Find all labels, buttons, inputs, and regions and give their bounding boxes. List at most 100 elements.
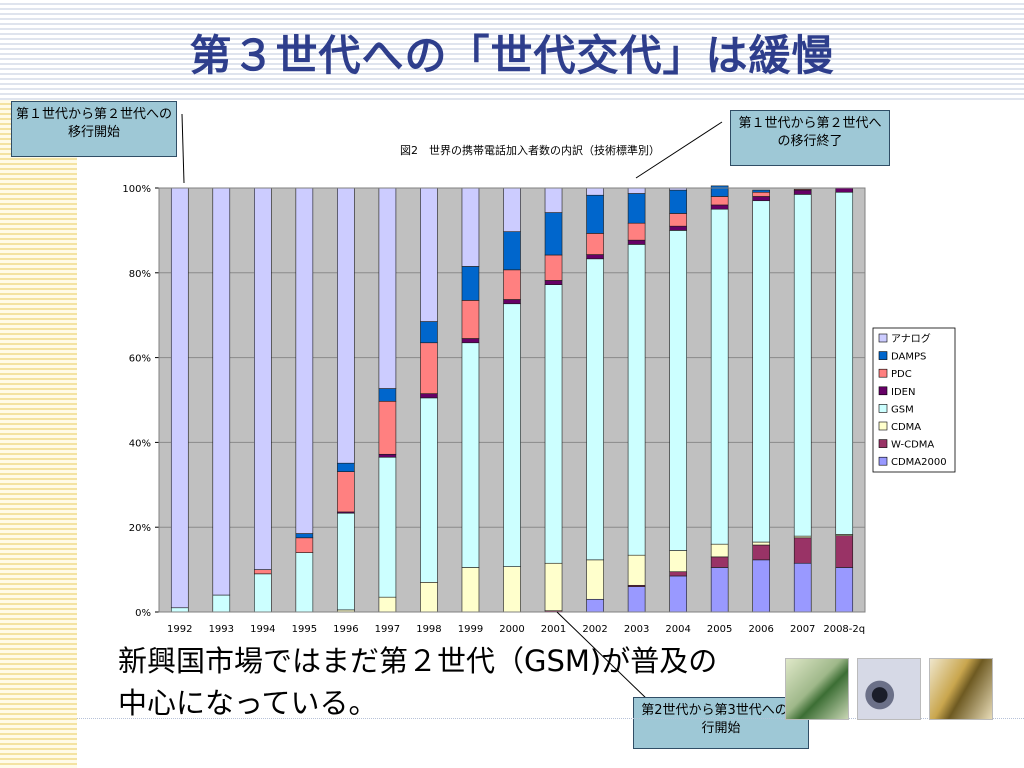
x-tick-label: 2008-2q	[823, 624, 865, 635]
bar-segment	[669, 550, 687, 573]
legend-swatch	[878, 456, 888, 466]
x-tick-label: 1993	[209, 624, 234, 635]
bar-segment	[627, 244, 646, 556]
bar-segment	[212, 594, 231, 613]
bar-segment	[586, 598, 604, 613]
callout-transition-2g-3g-start: 第2世代から第3世代への移行開始	[633, 697, 809, 749]
bar-segment	[378, 596, 397, 613]
bar-segment	[752, 196, 770, 202]
bar-segment	[710, 204, 729, 210]
bar-segment	[378, 453, 397, 458]
x-tick-label: 1992	[167, 624, 192, 635]
bar-segment	[337, 462, 355, 472]
y-tick-label: 0%	[135, 608, 151, 619]
x-tick-label: 2000	[499, 624, 524, 635]
bar-segment	[544, 254, 563, 281]
bar-segment	[586, 254, 604, 260]
bar-segment	[586, 559, 604, 600]
bar-segment	[586, 187, 604, 196]
x-tick-label: 2005	[707, 624, 732, 635]
bar-segment	[752, 189, 770, 193]
bar-segment	[461, 266, 480, 301]
legend-swatch	[878, 368, 888, 378]
bar-segment	[752, 544, 770, 561]
legend-label: CDMA	[891, 422, 921, 433]
bar-segment	[752, 559, 770, 613]
callout-text: 第１世代から第２世代への移行終了	[738, 116, 882, 149]
bar-segment	[627, 554, 646, 586]
bar-segment	[503, 303, 521, 567]
x-tick-label: 2001	[541, 624, 566, 635]
bar-segment	[586, 258, 604, 561]
y-tick-label: 60%	[129, 354, 151, 365]
bar-segment	[420, 582, 438, 613]
y-tick-label: 100%	[122, 184, 151, 195]
bar-segment	[461, 338, 480, 344]
bar-segment	[544, 284, 563, 564]
bar-segment	[669, 225, 687, 231]
bar-segment	[295, 537, 314, 553]
legend-swatch	[878, 333, 888, 343]
bar-segment	[378, 187, 397, 389]
bar-segment	[710, 543, 729, 558]
bar-segment	[793, 188, 812, 191]
bar-segment	[503, 299, 521, 305]
x-tick-label: 2007	[790, 624, 815, 635]
callout-transition-1g-2g-start: 第１世代から第２世代への移行開始	[11, 101, 177, 157]
bar-segment	[669, 213, 687, 227]
legend-label: DAMPS	[891, 352, 926, 363]
header-stripes	[0, 0, 1024, 100]
y-tick-label: 40%	[129, 438, 151, 449]
bar-segment	[835, 567, 854, 613]
bar-segment	[170, 607, 189, 613]
bar-segment	[254, 573, 272, 613]
y-tick-label: 20%	[129, 523, 151, 534]
bar-segment	[544, 562, 563, 612]
bar-segment	[793, 189, 812, 195]
bar-segment	[793, 562, 812, 613]
legend-swatch	[878, 421, 888, 431]
legend-swatch	[878, 404, 888, 413]
bar-segment	[627, 222, 646, 241]
callout-leader-lines	[181, 113, 723, 701]
bar-segment	[669, 189, 687, 214]
bar-segment	[710, 185, 729, 197]
x-tick-label: 1997	[375, 624, 400, 635]
bar-segment	[710, 567, 729, 613]
bar-segment	[793, 194, 812, 537]
bar-segment	[337, 187, 355, 464]
bar-segment	[669, 230, 687, 551]
bar-segment	[503, 187, 521, 232]
bar-segment	[212, 187, 231, 596]
bar-segment	[337, 471, 355, 513]
callout-transition-1g-2g-end: 第１世代から第２世代への移行終了	[730, 110, 890, 166]
x-tick-label: 2004	[665, 624, 690, 635]
chart-title: 図2 世界の携帯電話加入者数の内訳（技術標準別）	[400, 143, 660, 157]
bar-segment	[835, 191, 854, 535]
bar-segment	[503, 269, 521, 300]
bar-segment	[544, 212, 563, 256]
x-tick-label: 1998	[416, 624, 441, 635]
bar-segment	[420, 321, 438, 344]
x-tick-label: 2003	[624, 624, 649, 635]
leader-line-bottom	[556, 611, 649, 701]
x-tick-label: 1994	[250, 624, 275, 635]
legend-label: W-CDMA	[891, 440, 934, 451]
x-tick-label: 2002	[582, 624, 607, 635]
chart-legend: アナログ DAMPS PDC IDEN GSM CDMA W-CDMA CDMA2000	[872, 327, 956, 473]
callout-text: 第１世代から第２世代への移行開始	[16, 107, 173, 140]
bar-segment	[710, 556, 729, 568]
slide-body-text: 新興国市場ではまだ第２世代（GSM)が普及の中心になっている。	[118, 644, 718, 720]
bar-segment	[503, 231, 521, 271]
x-tick-label: 1999	[458, 624, 483, 635]
y-tick-label: 80%	[129, 269, 151, 280]
bars	[170, 185, 854, 613]
checkmark-photo-gold	[929, 658, 993, 720]
legend-swatch	[878, 351, 888, 360]
bar-segment	[461, 187, 480, 267]
bar-segment	[503, 566, 521, 613]
left-decorative-stripes	[0, 100, 77, 768]
bar-segment	[710, 208, 729, 545]
bar-segment	[669, 575, 687, 613]
